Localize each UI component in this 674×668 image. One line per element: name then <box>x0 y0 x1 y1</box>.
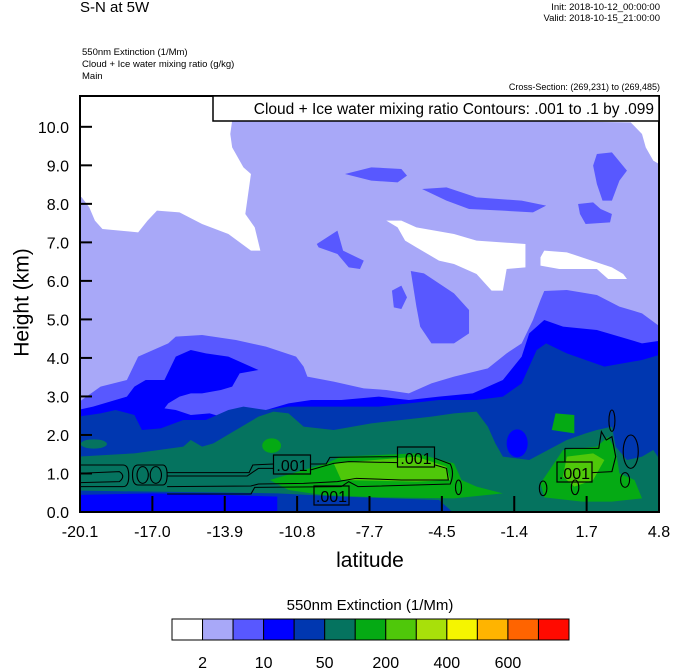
colorbar-swatch <box>446 618 478 641</box>
contour-legend-box: Cloud + Ice water mixing ratio Contours:… <box>212 95 660 122</box>
field-label-extinction: 550nm Extinction (1/Mm) <box>82 47 188 58</box>
contour-label: .001 <box>316 489 347 506</box>
y-tick-label: 3.0 <box>47 389 69 406</box>
colorbar-swatch <box>385 618 417 641</box>
contour-line <box>570 479 580 496</box>
contour-label-box <box>396 446 436 468</box>
x-axis-label: latitude <box>336 549 404 572</box>
contour-line <box>136 466 149 484</box>
extinction-10-50-blob <box>344 167 407 183</box>
contour-line <box>149 466 163 484</box>
init-time: Init: 2018-10-12_00:00:00 <box>551 2 660 13</box>
colorbar-swatch <box>507 618 539 641</box>
contour-line <box>131 464 168 486</box>
extinction-lightgreen-region <box>333 456 451 482</box>
contour-line <box>620 472 631 488</box>
extinction-10-50-blob <box>391 285 407 309</box>
colorbar-label: 50 <box>316 655 334 668</box>
field-label-main: Main <box>82 71 103 82</box>
colorbar-swatch <box>415 618 448 641</box>
colorbar-swatch <box>293 618 326 641</box>
colorbar-swatch <box>476 618 509 641</box>
y-tick-label: 4.0 <box>47 351 69 368</box>
x-tick-label: -20.1 <box>62 524 99 541</box>
y-tick-label: 2.0 <box>47 428 69 445</box>
contour-line <box>622 434 639 469</box>
contour-line <box>80 471 124 484</box>
contour-legend-frame <box>212 95 660 122</box>
extinction-teal-blob <box>80 439 107 449</box>
contour-label-box <box>313 485 350 506</box>
colorbar-label: 600 <box>495 655 522 668</box>
contour-line <box>564 430 617 474</box>
colorbar-swatch <box>324 618 356 641</box>
x-tick-label: -10.8 <box>279 524 316 541</box>
contour-label: .001 <box>400 451 431 468</box>
colorbar: 2 10 50 200 400 600 <box>171 618 570 668</box>
colorbar-title: 550nm Extinction (1/Mm) <box>286 597 454 614</box>
x-tick-label: -4.5 <box>428 524 456 541</box>
y-tick-label: 7.0 <box>47 235 69 252</box>
colorbar-swatch <box>171 618 204 641</box>
contour-line <box>538 480 548 497</box>
colorbar-label: 400 <box>433 655 460 668</box>
extinction-below-2-pocket <box>386 220 526 291</box>
extinction-10-50-blob <box>422 187 547 213</box>
x-tick-label: -13.9 <box>207 524 244 541</box>
extinction-green-blob <box>551 413 575 434</box>
x-tick-label: 1.7 <box>576 524 598 541</box>
extinction-green-blob <box>262 438 282 453</box>
contour-labels: .001 .001 .001 .001 <box>272 446 593 506</box>
extinction-below-2-pocket <box>540 250 627 279</box>
y-tick-label: 6.0 <box>47 274 69 291</box>
plot-title: S-N at 5W <box>80 0 150 16</box>
contour-label: .001 <box>559 466 590 483</box>
y-tick-label: 9.0 <box>47 158 69 175</box>
contour-line <box>167 456 454 495</box>
extinction-10-50-blob <box>593 152 627 201</box>
cloud-ice-contours <box>80 409 639 497</box>
extinction-bottom-band <box>80 493 278 512</box>
x-tick-label: -17.0 <box>134 524 171 541</box>
colorbar-swatch <box>354 618 387 641</box>
x-tick-label: -1.4 <box>500 524 528 541</box>
colorbar-label: 200 <box>372 655 399 668</box>
contour-label-box <box>272 454 312 475</box>
colorbar-label: 2 <box>198 655 207 668</box>
colorbar-swatch <box>232 618 265 641</box>
extinction-below-2-left <box>80 96 261 251</box>
extinction-blue-blob <box>506 429 528 458</box>
y-tick-label: 0.0 <box>47 505 69 522</box>
x-axis: -20.1 -17.0 -13.9 -10.8 -7.7 -4.5 -1.4 1.7 4.8 <box>62 496 670 541</box>
extinction-10-50-blob <box>578 202 612 224</box>
colorbar-label: 10 <box>255 655 273 668</box>
colorbar-swatch <box>537 618 570 641</box>
y-tick-label: 8.0 <box>47 197 69 214</box>
field-label-cloud-ice: Cloud + Ice water mixing ratio (g/kg) <box>82 59 235 70</box>
contour-line <box>608 409 616 432</box>
colorbar-swatch <box>263 618 295 641</box>
cross-section-label: Cross-Section: (269,231) to (269,485) <box>508 82 660 92</box>
contour-label-box <box>556 461 593 483</box>
extinction-10-50-blob <box>410 271 470 344</box>
y-tick-label: 10.0 <box>38 120 69 137</box>
colorbar-swatch <box>202 618 234 641</box>
contour-label: .001 <box>276 458 307 475</box>
y-tick-label: 1.0 <box>47 466 69 483</box>
y-axis: 0.0 1.0 2.0 3.0 4.0 5.0 6.0 7.0 8.0 9.0 10.0 <box>38 120 92 522</box>
y-tick-label: 5.0 <box>47 312 69 329</box>
contour-line <box>167 461 450 488</box>
extinction-10-50-blob <box>316 230 364 269</box>
x-tick-label: -7.7 <box>356 524 384 541</box>
contour-line <box>454 479 463 496</box>
filled-contours <box>80 96 659 512</box>
contour-legend-text: Cloud + Ice water mixing ratio Contours:… <box>254 101 654 118</box>
contour-line <box>80 464 130 488</box>
x-tick-label: 4.8 <box>648 524 670 541</box>
valid-time: Valid: 2018-10-15_21:00:00 <box>543 13 660 24</box>
